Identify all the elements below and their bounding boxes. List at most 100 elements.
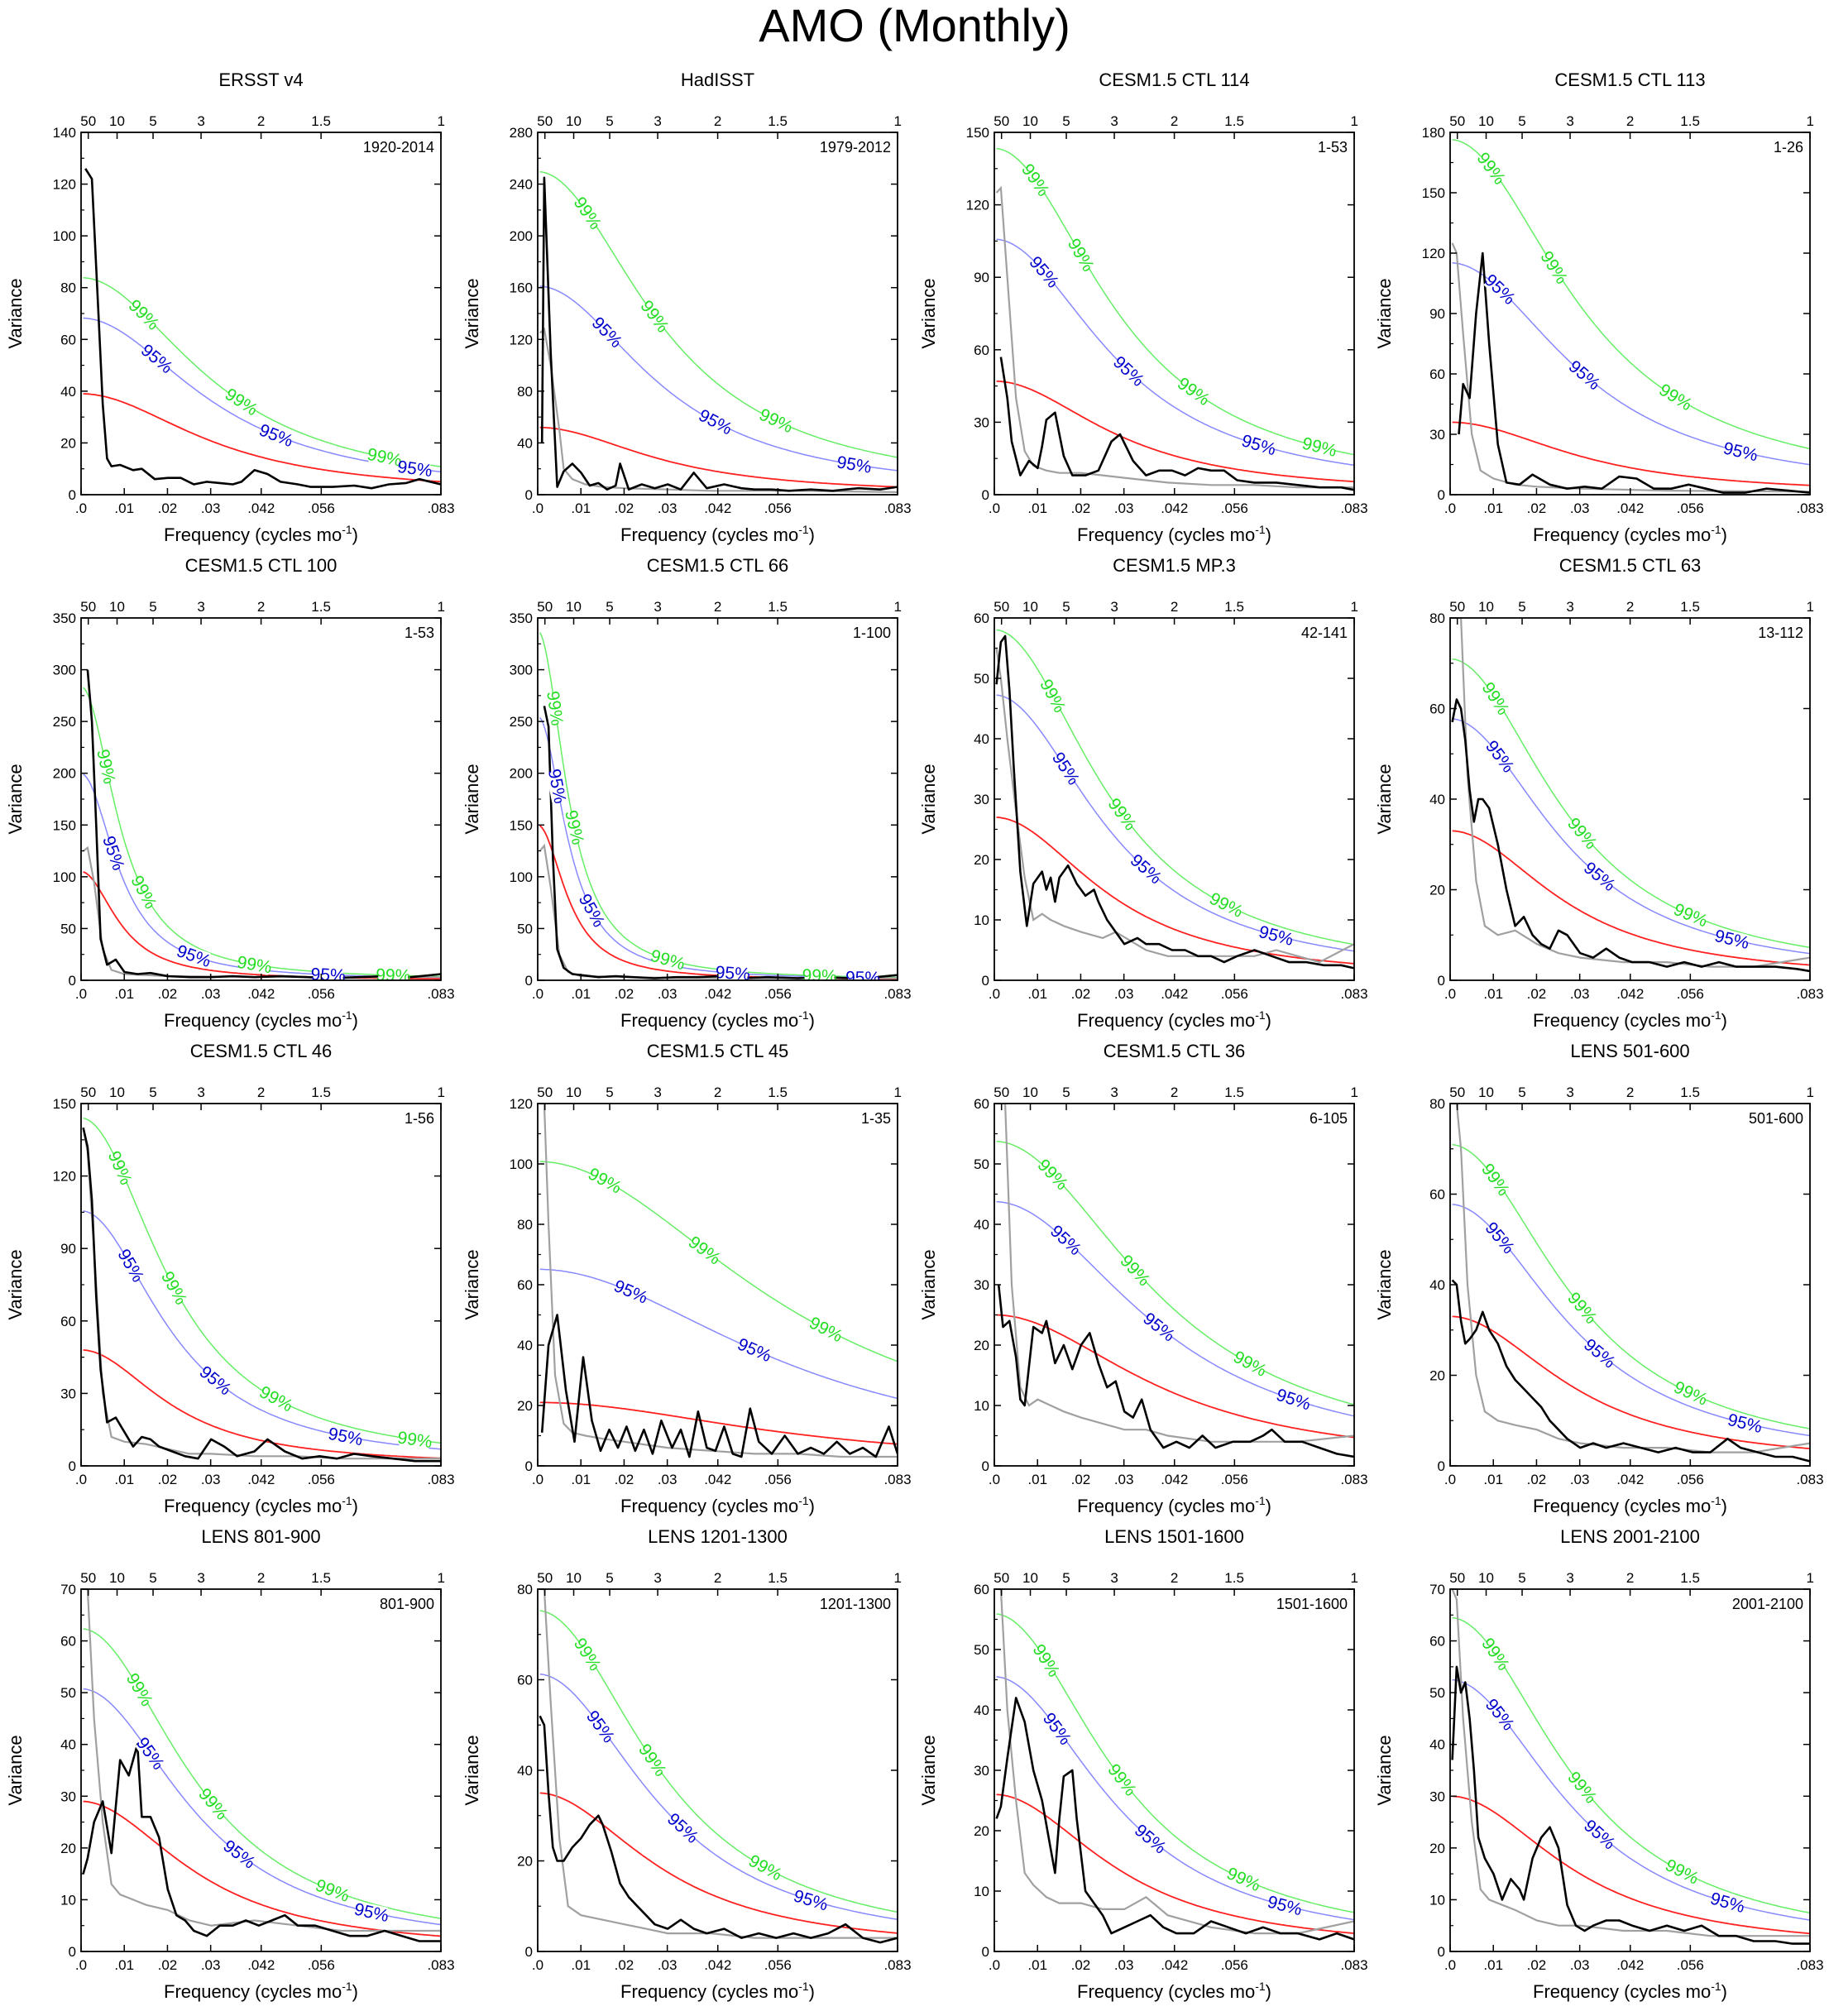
reference-spectrum — [996, 1589, 1354, 1935]
y-axis-label: Variance — [918, 278, 939, 348]
top-tick-label: 1.5 — [1680, 599, 1700, 615]
ci95-label-bg — [1112, 355, 1146, 388]
y-tick-label: 50 — [60, 1685, 76, 1701]
x-tick-label: .083 — [427, 500, 454, 516]
y-axis-label: Variance — [462, 1249, 482, 1319]
ci95-label-bg — [1728, 1411, 1762, 1435]
period-label: 501-600 — [1749, 1110, 1803, 1127]
top-tick-label: 2 — [714, 1085, 721, 1100]
x-axis-label: Frequency (cycles mo-1) — [1533, 1008, 1727, 1031]
chart-title: CESM1.5 CTL 46 — [190, 1041, 333, 1061]
ci95-label: 95% — [352, 1899, 390, 1926]
y-tick-label: 10 — [60, 1892, 76, 1908]
x-tick-label: .03 — [1570, 986, 1590, 1002]
x-tick-label: .042 — [1616, 986, 1644, 1002]
top-tick-label: 3 — [1566, 1570, 1573, 1586]
ci95-label: 95% — [1726, 1410, 1764, 1437]
ci99-label: 99% — [802, 966, 837, 986]
chart-title: CESM1.5 MP.3 — [1113, 555, 1236, 576]
top-tick-label: 1 — [1350, 113, 1357, 129]
ci99-label: 99% — [376, 965, 411, 985]
y-tick-label: 0 — [525, 487, 533, 503]
x-tick-label: .01 — [1483, 500, 1503, 516]
ci95-label-bg — [614, 1278, 649, 1305]
y-tick-label: 40 — [974, 731, 989, 747]
ci99-curve — [996, 147, 1354, 456]
x-axis-label-close: ) — [1266, 1981, 1271, 2002]
ci99-label: 99% — [1671, 900, 1711, 931]
x-axis-label-close: ) — [809, 1981, 815, 2002]
x-tick-label: .0 — [75, 1472, 87, 1487]
x-tick-label: .056 — [308, 1957, 335, 1973]
x-axis-label-close: ) — [352, 1981, 358, 2002]
top-tick-label: 2 — [1626, 599, 1634, 615]
chart-title: LENS 501-600 — [1570, 1041, 1689, 1061]
y-tick-label: 150 — [510, 817, 533, 833]
plot-area: 99%99%99%95%95%95% — [1451, 618, 1810, 973]
x-axis-label-sup: -1 — [1711, 1494, 1721, 1507]
x-tick-label: .0 — [532, 1957, 543, 1973]
ci99-label-bg — [572, 196, 603, 231]
ci99-label-bg — [1066, 237, 1096, 272]
y-tick-label: 80 — [517, 1582, 533, 1597]
x-tick-label: .056 — [764, 1957, 792, 1973]
x-tick-label: .083 — [1340, 500, 1367, 516]
ci95-label-bg — [1242, 433, 1276, 457]
x-tick-label: .042 — [247, 986, 275, 1002]
reference-spectrum — [1451, 1589, 1810, 1937]
x-tick-label: .083 — [1340, 1472, 1367, 1487]
x-tick-label: .056 — [1677, 500, 1704, 516]
y-tick-label: 0 — [69, 973, 76, 989]
ci95-label-bg — [546, 769, 568, 802]
x-tick-label: .03 — [1570, 1472, 1590, 1487]
y-tick-label: 80 — [1429, 1096, 1445, 1112]
ci95-curve — [83, 1210, 441, 1450]
y-tick-label: 30 — [1429, 427, 1445, 443]
top-tick-label: 2 — [1171, 113, 1178, 129]
y-tick-label: 0 — [525, 973, 533, 989]
ci99-label-bg — [1566, 816, 1599, 850]
top-tick-label: 1 — [437, 1085, 444, 1100]
ci99-label-bg — [1020, 163, 1051, 198]
ci95-label: 95% — [575, 891, 609, 931]
ci95-label: 95% — [1257, 922, 1295, 950]
y-tick-label: 40 — [1429, 1277, 1445, 1293]
top-tick-label: 1 — [1806, 1570, 1813, 1586]
top-tick-label: 5 — [1518, 599, 1525, 615]
ci99-curve — [1452, 139, 1810, 450]
top-tick-label: 10 — [109, 599, 125, 615]
red-noise-curve — [1452, 421, 1810, 486]
x-tick-label: .083 — [1796, 1472, 1823, 1487]
y-tick-label: 30 — [60, 1386, 76, 1401]
ci95-label-bg — [1568, 359, 1602, 391]
ci95-label-bg — [847, 969, 879, 980]
top-tick-label: 50 — [994, 113, 1009, 129]
y-tick-label: 350 — [510, 611, 533, 626]
x-tick-label: .042 — [704, 1957, 731, 1973]
ci95-label: 95% — [1482, 1695, 1518, 1734]
x-axis-label-text: Frequency (cycles mo — [164, 524, 342, 545]
plot-area: 99%99%99%95%95%95% — [539, 170, 898, 493]
ci99-label-bg — [563, 811, 587, 844]
x-axis-label: Frequency (cycles mo-1) — [1077, 1494, 1271, 1516]
x-tick-label: .02 — [615, 1957, 634, 1973]
x-tick-label: .083 — [1340, 1957, 1367, 1973]
ci95-label-bg — [313, 965, 344, 980]
ci95-label-bg — [591, 315, 624, 349]
ci99-label-bg — [315, 1877, 350, 1904]
ci99-label-bg — [1226, 1865, 1261, 1894]
ci95-label-bg — [100, 836, 127, 870]
period-label: 1-100 — [853, 625, 891, 641]
x-axis-label-text: Frequency (cycles mo — [1077, 1010, 1255, 1031]
y-tick-label: 60 — [60, 332, 76, 347]
ci99-label-bg — [1031, 1643, 1061, 1678]
x-axis-label-text: Frequency (cycles mo — [164, 1981, 342, 2002]
x-tick-label: .03 — [1114, 1472, 1134, 1487]
top-tick-label: 1 — [1350, 1085, 1357, 1100]
x-tick-label: .03 — [201, 986, 221, 1002]
y-tick-label: 40 — [517, 435, 533, 451]
top-tick-label: 2 — [257, 1570, 265, 1586]
x-axis-label: Frequency (cycles mo-1) — [1077, 523, 1271, 545]
x-tick-label: .02 — [1071, 1957, 1091, 1973]
